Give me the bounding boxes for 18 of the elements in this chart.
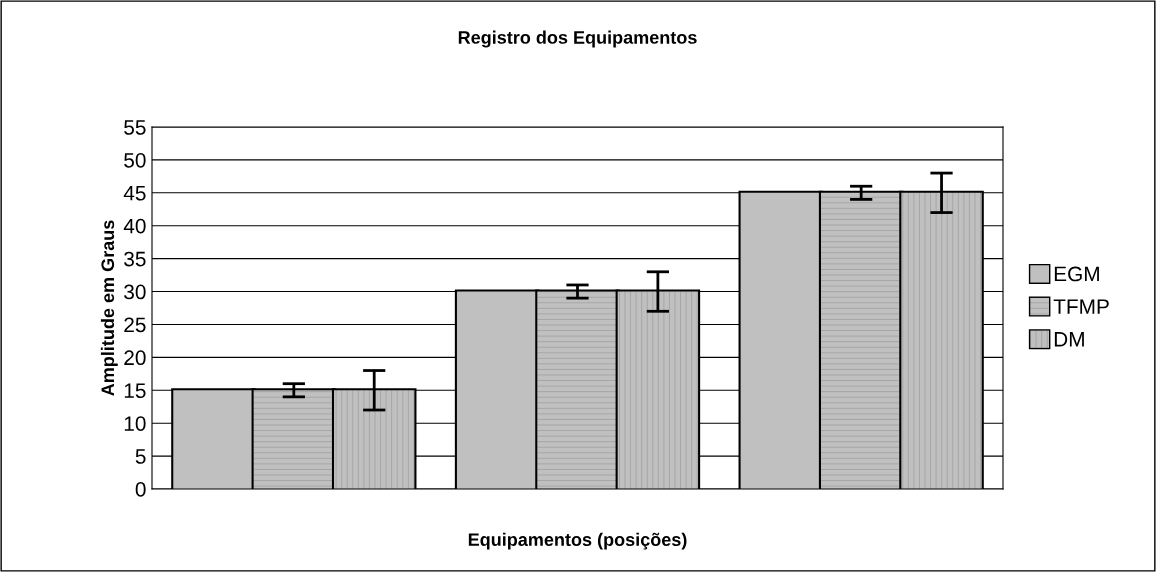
- y-tick-label: 40: [123, 218, 146, 234]
- chart-title: Registro dos Equipamentos: [458, 30, 697, 48]
- y-tick-label: 50: [124, 152, 146, 168]
- y-tick-label: 30: [124, 284, 146, 300]
- legend-label: TFMP: [1053, 299, 1109, 314]
- y-tick-label: 20: [124, 350, 146, 366]
- y-tick-label: 5: [135, 449, 146, 464]
- y-tick-label: 0: [135, 482, 146, 497]
- x-axis-title: Equipamentos (posições): [468, 532, 687, 550]
- y-tick-label: 10: [124, 416, 146, 431]
- y-tick-label: 55: [124, 120, 146, 135]
- y-tick-label: 45: [123, 186, 146, 201]
- legend-label: EGM: [1054, 266, 1099, 282]
- legend-label: DM: [1054, 332, 1084, 347]
- y-tick-label: 15: [124, 383, 146, 399]
- y-tick-label: 35: [124, 251, 146, 267]
- y-tick-label: 25: [124, 317, 146, 333]
- y-axis-title: Amplitude em Graus: [100, 220, 118, 396]
